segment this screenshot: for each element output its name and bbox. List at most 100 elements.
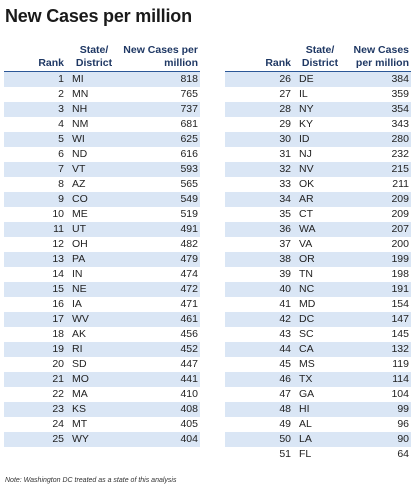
header-state: State/ District bbox=[293, 40, 343, 72]
value-cell: 765 bbox=[118, 87, 200, 102]
table-row: 35 CT 209 bbox=[225, 207, 411, 222]
value-cell: 737 bbox=[118, 102, 200, 117]
table-row: 25 WY 404 bbox=[4, 432, 200, 447]
state-cell: HI bbox=[293, 402, 343, 417]
value-cell: 616 bbox=[118, 147, 200, 162]
rank-cell: 42 bbox=[225, 312, 293, 327]
rank-cell: 43 bbox=[225, 327, 293, 342]
state-cell: CA bbox=[293, 342, 343, 357]
state-cell: WV bbox=[66, 312, 118, 327]
table-row: 45 MS 119 bbox=[225, 357, 411, 372]
state-cell: NE bbox=[66, 282, 118, 297]
state-cell: MN bbox=[66, 87, 118, 102]
state-cell: OK bbox=[293, 177, 343, 192]
rank-cell: 23 bbox=[4, 402, 66, 417]
table-row: 16 IA 471 bbox=[4, 297, 200, 312]
table-row: 26 DE 384 bbox=[225, 71, 411, 87]
value-cell: 209 bbox=[343, 207, 411, 222]
rank-cell: 46 bbox=[225, 372, 293, 387]
rank-cell: 16 bbox=[4, 297, 66, 312]
state-cell: TN bbox=[293, 267, 343, 282]
table-row: 4 NM 681 bbox=[4, 117, 200, 132]
table-header-row: Rank State/ District New Cases per milli… bbox=[4, 40, 200, 72]
value-cell: 215 bbox=[343, 162, 411, 177]
footnote: Note: Washington DC treated as a state o… bbox=[5, 477, 177, 484]
value-cell: 280 bbox=[343, 132, 411, 147]
table-row: 15 NE 472 bbox=[4, 282, 200, 297]
value-cell: 404 bbox=[118, 432, 200, 447]
table-row: 23 KS 408 bbox=[4, 402, 200, 417]
table-row: 46 TX 114 bbox=[225, 372, 411, 387]
state-cell: LA bbox=[293, 432, 343, 447]
rank-cell: 48 bbox=[225, 402, 293, 417]
state-cell: AZ bbox=[66, 177, 118, 192]
value-cell: 479 bbox=[118, 252, 200, 267]
value-cell: 354 bbox=[343, 102, 411, 117]
value-cell: 565 bbox=[118, 177, 200, 192]
table-row: 38 OR 199 bbox=[225, 252, 411, 267]
table-row: 22 MA 410 bbox=[4, 387, 200, 402]
value-cell: 132 bbox=[343, 342, 411, 357]
value-cell: 471 bbox=[118, 297, 200, 312]
header-new-cases: New Cases per million bbox=[343, 40, 411, 72]
rank-cell: 36 bbox=[225, 222, 293, 237]
rank-cell: 12 bbox=[4, 237, 66, 252]
value-cell: 410 bbox=[118, 387, 200, 402]
table-row: 39 TN 198 bbox=[225, 267, 411, 282]
value-cell: 461 bbox=[118, 312, 200, 327]
value-cell: 408 bbox=[118, 402, 200, 417]
state-cell: MO bbox=[66, 372, 118, 387]
table-row: 1 MI 818 bbox=[4, 71, 200, 87]
rank-cell: 27 bbox=[225, 87, 293, 102]
rank-cell: 7 bbox=[4, 162, 66, 177]
chart-title: New Cases per million bbox=[5, 6, 192, 26]
state-cell: NM bbox=[66, 117, 118, 132]
state-cell: PA bbox=[66, 252, 118, 267]
table-header-row: Rank State/ District New Cases per milli… bbox=[225, 40, 411, 72]
state-cell: IL bbox=[293, 87, 343, 102]
rank-cell: 4 bbox=[4, 117, 66, 132]
value-cell: 472 bbox=[118, 282, 200, 297]
state-cell: WA bbox=[293, 222, 343, 237]
header-rank: Rank bbox=[225, 40, 293, 72]
value-cell: 199 bbox=[343, 252, 411, 267]
rank-cell: 18 bbox=[4, 327, 66, 342]
rank-cell: 6 bbox=[4, 147, 66, 162]
table-row: 6 ND 616 bbox=[4, 147, 200, 162]
value-cell: 200 bbox=[343, 237, 411, 252]
table-row: 28 NY 354 bbox=[225, 102, 411, 117]
table-row: 27 IL 359 bbox=[225, 87, 411, 102]
rank-cell: 28 bbox=[225, 102, 293, 117]
ranking-table-right: Rank State/ District New Cases per milli… bbox=[225, 40, 411, 462]
state-cell: GA bbox=[293, 387, 343, 402]
state-cell: AL bbox=[293, 417, 343, 432]
value-cell: 549 bbox=[118, 192, 200, 207]
value-cell: 452 bbox=[118, 342, 200, 357]
table-row: 49 AL 96 bbox=[225, 417, 411, 432]
value-cell: 405 bbox=[118, 417, 200, 432]
rank-cell: 11 bbox=[4, 222, 66, 237]
state-cell: DC bbox=[293, 312, 343, 327]
rank-cell: 41 bbox=[225, 297, 293, 312]
rank-cell: 49 bbox=[225, 417, 293, 432]
rank-cell: 32 bbox=[225, 162, 293, 177]
state-cell: KY bbox=[293, 117, 343, 132]
value-cell: 491 bbox=[118, 222, 200, 237]
state-cell: IA bbox=[66, 297, 118, 312]
table-body-right: 26 DE 384 27 IL 359 28 NY 354 29 KY 343 30 ID 280 31 NJ 2… bbox=[225, 71, 411, 462]
table-body-left: 1 MI 818 2 MN 765 3 NH 737 4 NM 681 5 WI 625 6 ND 616 7 VT 5… bbox=[4, 71, 200, 447]
value-cell: 625 bbox=[118, 132, 200, 147]
value-cell: 441 bbox=[118, 372, 200, 387]
header-new-cases: New Cases per million bbox=[118, 40, 200, 72]
state-cell: WY bbox=[66, 432, 118, 447]
value-cell: 64 bbox=[343, 447, 411, 462]
table-row: 40 NC 191 bbox=[225, 282, 411, 297]
table-row: 7 VT 593 bbox=[4, 162, 200, 177]
state-cell: FL bbox=[293, 447, 343, 462]
value-cell: 145 bbox=[343, 327, 411, 342]
state-cell: MT bbox=[66, 417, 118, 432]
table-row: 17 WV 461 bbox=[4, 312, 200, 327]
value-cell: 447 bbox=[118, 357, 200, 372]
header-state: State/ District bbox=[66, 40, 118, 72]
table-row: 3 NH 737 bbox=[4, 102, 200, 117]
